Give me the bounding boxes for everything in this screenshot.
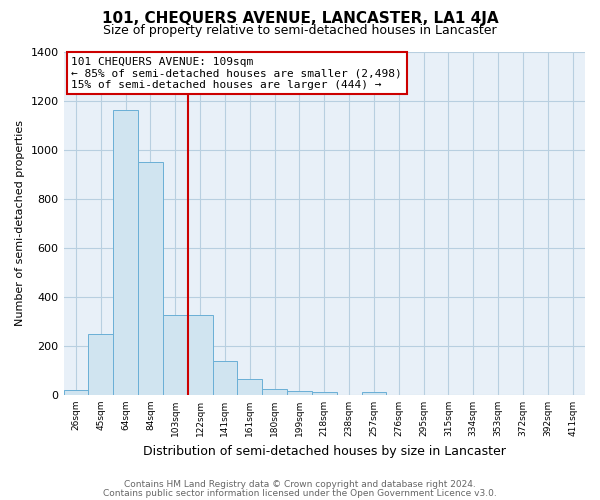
Text: 101 CHEQUERS AVENUE: 109sqm
← 85% of semi-detached houses are smaller (2,498)
15: 101 CHEQUERS AVENUE: 109sqm ← 85% of sem… — [71, 56, 402, 90]
Bar — [262, 389, 287, 395]
Text: Contains HM Land Registry data © Crown copyright and database right 2024.: Contains HM Land Registry data © Crown c… — [124, 480, 476, 489]
Bar — [188, 315, 212, 395]
Bar — [113, 110, 138, 395]
Text: Contains public sector information licensed under the Open Government Licence v3: Contains public sector information licen… — [103, 488, 497, 498]
Bar — [238, 379, 262, 395]
Bar — [212, 360, 238, 395]
Bar — [138, 162, 163, 395]
Bar — [287, 392, 312, 395]
Text: Size of property relative to semi-detached houses in Lancaster: Size of property relative to semi-detach… — [103, 24, 497, 37]
X-axis label: Distribution of semi-detached houses by size in Lancaster: Distribution of semi-detached houses by … — [143, 444, 506, 458]
Bar — [88, 334, 113, 395]
Bar — [312, 392, 337, 395]
Bar — [362, 392, 386, 395]
Bar — [163, 315, 188, 395]
Y-axis label: Number of semi-detached properties: Number of semi-detached properties — [15, 120, 25, 326]
Text: 101, CHEQUERS AVENUE, LANCASTER, LA1 4JA: 101, CHEQUERS AVENUE, LANCASTER, LA1 4JA — [101, 11, 499, 26]
Bar — [64, 390, 88, 395]
